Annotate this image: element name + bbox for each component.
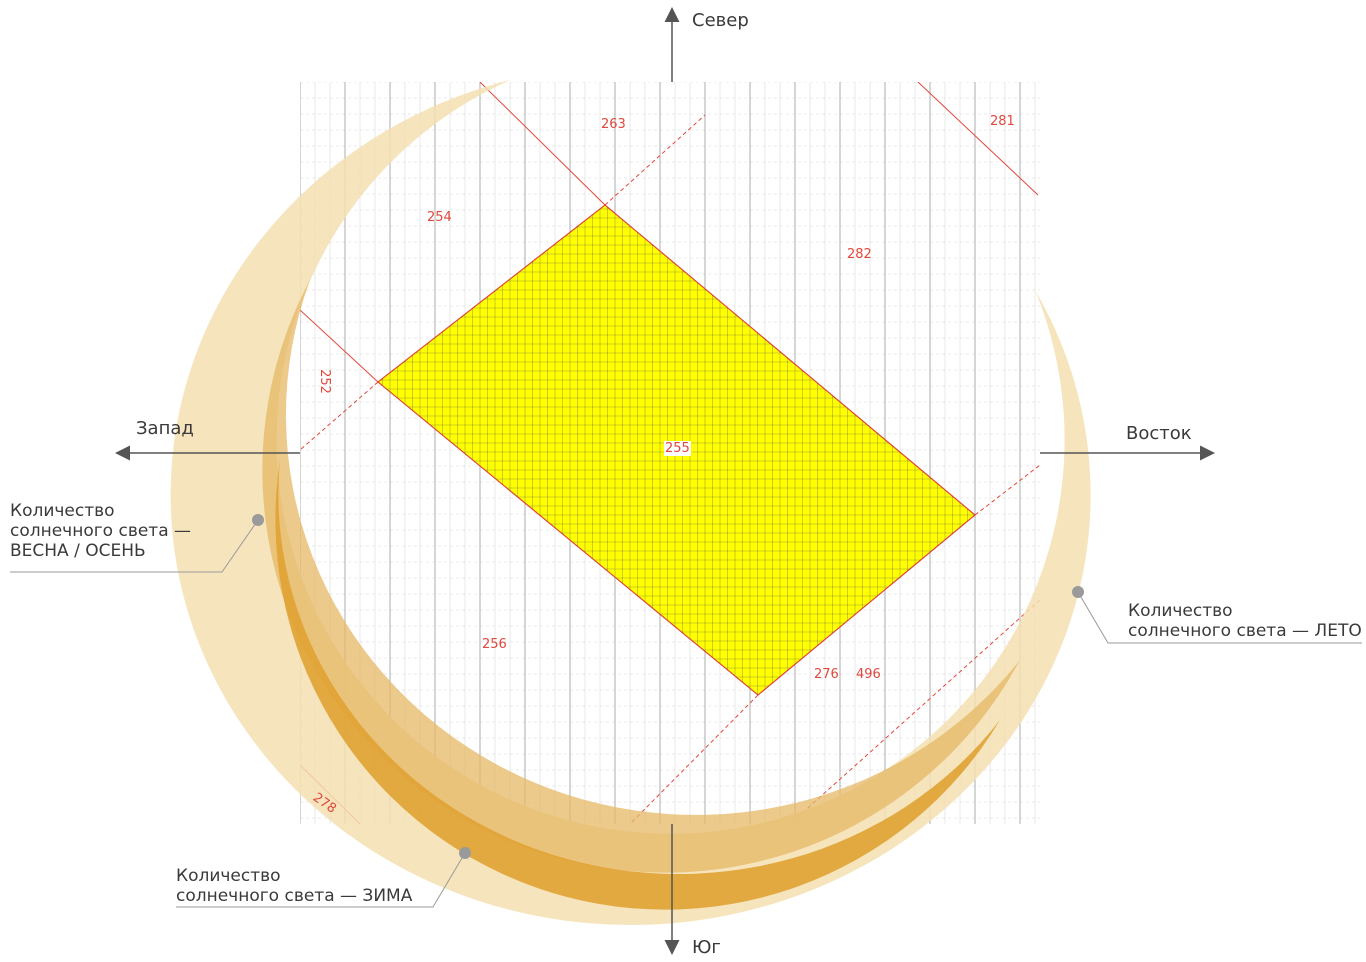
boundary-line xyxy=(604,114,706,206)
winter-dot xyxy=(459,847,471,859)
winter-label-line2: солнечного света — ЗИМА xyxy=(176,886,413,906)
summer-label: Количество солнечного света — ЛЕТО xyxy=(1128,601,1362,641)
west-label: Запад xyxy=(136,418,194,439)
boundary-line xyxy=(300,381,379,451)
winter-label: Количество солнечного света — ЗИМА xyxy=(176,866,412,906)
spring-autumn-label-line2: солнечного света — xyxy=(10,521,192,541)
summer-label-line1: Количество xyxy=(1128,601,1233,621)
east-label: Восток xyxy=(1126,423,1192,444)
plot-number-496: 496 xyxy=(856,667,881,682)
spring-autumn-dot xyxy=(252,514,264,526)
plot-number-254: 254 xyxy=(427,210,452,225)
spring-autumn-label-line1: Количество xyxy=(10,501,115,521)
summer-leader xyxy=(1077,591,1362,644)
plot-number-282: 282 xyxy=(847,247,872,262)
plot-number-255: 255 xyxy=(664,441,691,456)
south-label: Юг xyxy=(692,937,721,958)
boundary-line xyxy=(479,82,606,206)
boundary-line xyxy=(629,694,759,824)
boundary-line xyxy=(917,82,1039,196)
compass-axes xyxy=(115,7,1215,955)
plot-number-252: 252 xyxy=(316,369,332,394)
spring-autumn-label-line3: ВЕСНА / ОСЕНЬ xyxy=(10,541,146,561)
plot-number-281: 281 xyxy=(990,114,1015,129)
plot-number-276: 276 xyxy=(814,667,839,682)
spring-autumn-leader xyxy=(10,519,259,573)
boundary-line xyxy=(300,309,379,383)
winter-leader xyxy=(176,852,466,908)
plot-number-256: 256 xyxy=(482,637,507,652)
summer-dot xyxy=(1072,586,1084,598)
plot-number-263: 263 xyxy=(601,117,626,132)
leader-dots xyxy=(252,514,1084,859)
spring-autumn-label: Количество солнечного света — ВЕСНА / ОС… xyxy=(10,501,191,561)
summer-label-line2: солнечного света — ЛЕТО xyxy=(1128,621,1362,641)
north-label: Север xyxy=(692,10,749,31)
leader-lines xyxy=(10,519,1362,908)
winter-label-line1: Количество xyxy=(176,866,281,886)
boundary-line xyxy=(974,464,1040,516)
